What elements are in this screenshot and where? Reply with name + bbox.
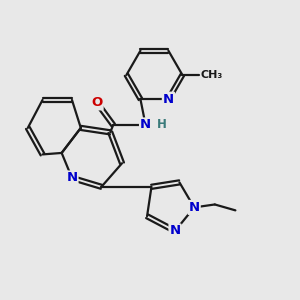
Text: CH₃: CH₃ xyxy=(200,70,222,80)
Text: N: N xyxy=(140,118,151,131)
Text: N: N xyxy=(189,201,200,214)
Text: N: N xyxy=(169,224,181,238)
Text: N: N xyxy=(163,93,174,106)
Text: N: N xyxy=(66,172,77,184)
Text: H: H xyxy=(157,118,166,131)
Text: O: O xyxy=(92,96,103,110)
